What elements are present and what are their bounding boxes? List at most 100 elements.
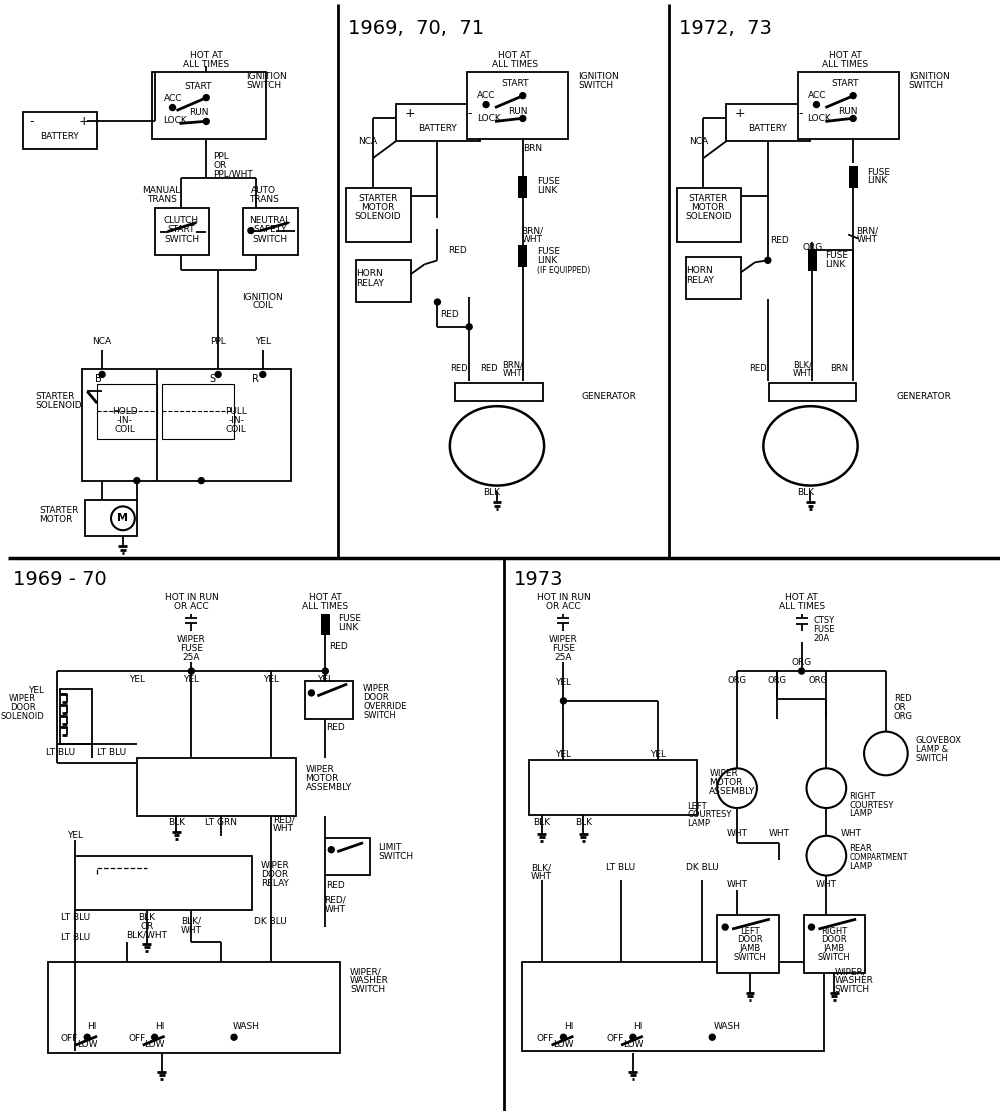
Text: HOLD: HOLD [112, 407, 138, 416]
Text: GENERATOR: GENERATOR [581, 391, 636, 400]
Text: HI: HI [87, 1021, 97, 1030]
Text: BRN: BRN [830, 363, 848, 374]
Text: S: S [209, 375, 215, 385]
Text: LT BLU: LT BLU [61, 913, 90, 922]
Text: START: START [501, 79, 529, 88]
Text: WHT: WHT [503, 369, 523, 378]
Text: -: - [468, 107, 472, 120]
Text: +: + [405, 107, 415, 120]
Circle shape [520, 93, 526, 98]
Text: OR: OR [213, 161, 226, 169]
Text: LINK: LINK [825, 260, 846, 269]
Text: RED: RED [894, 695, 911, 704]
Text: SOLENOID: SOLENOID [685, 212, 732, 221]
Text: OR ACC: OR ACC [546, 602, 581, 611]
Bar [321, 613, 330, 636]
Circle shape [260, 371, 266, 377]
Text: IGNITION: IGNITION [242, 292, 283, 301]
Text: WASH: WASH [232, 1021, 259, 1030]
Text: DOOR: DOOR [261, 870, 288, 879]
Text: WIPER: WIPER [261, 861, 290, 870]
Bar [849, 166, 858, 188]
Text: LOW: LOW [144, 1039, 165, 1049]
Text: LINK: LINK [867, 176, 887, 185]
Text: WIPER: WIPER [305, 765, 334, 774]
Circle shape [170, 105, 176, 110]
Text: START: START [185, 83, 212, 91]
Text: OR ACC: OR ACC [174, 602, 209, 611]
Text: WIPER: WIPER [177, 634, 206, 643]
Circle shape [809, 924, 814, 930]
Text: CTSY: CTSY [813, 615, 835, 626]
Text: MOTOR: MOTOR [692, 203, 725, 212]
Text: RELAY: RELAY [261, 879, 289, 888]
Text: SWITCH: SWITCH [578, 81, 613, 90]
Circle shape [203, 118, 209, 125]
Text: BRN/: BRN/ [522, 226, 544, 235]
Bar [804, 915, 865, 972]
Text: RIGHT: RIGHT [849, 792, 875, 801]
Text: RED: RED [440, 310, 459, 319]
Text: LAMP &: LAMP & [916, 745, 948, 754]
Bar [85, 501, 137, 536]
Text: YEL: YEL [263, 675, 279, 683]
Text: OR: OR [140, 922, 153, 931]
Circle shape [466, 323, 472, 330]
Text: LEFT: LEFT [740, 927, 760, 935]
Text: GENERATOR: GENERATOR [897, 391, 952, 400]
Text: WHT: WHT [181, 925, 202, 934]
Text: COIL: COIL [252, 301, 273, 310]
Text: SOLENOID: SOLENOID [1, 712, 45, 721]
Text: BRN: BRN [523, 144, 542, 153]
Text: JAMB: JAMB [739, 944, 761, 953]
Text: ORG: ORG [802, 243, 823, 252]
Text: ALL TIMES: ALL TIMES [302, 602, 348, 611]
Text: WHT: WHT [793, 369, 812, 378]
Text: YEL: YEL [183, 675, 199, 683]
Text: +: + [79, 115, 89, 128]
Text: LINK: LINK [537, 186, 557, 195]
Text: LIMIT: LIMIT [378, 843, 401, 852]
Text: WHT: WHT [727, 830, 748, 838]
Text: DOOR: DOOR [737, 935, 763, 944]
Text: WASH: WASH [714, 1021, 741, 1030]
Text: 1969,  70,  71: 1969, 70, 71 [348, 19, 484, 38]
Text: LAMP: LAMP [687, 820, 710, 828]
Circle shape [231, 1035, 237, 1040]
Circle shape [99, 371, 105, 377]
Bar [717, 915, 779, 972]
Text: SWITCH: SWITCH [909, 81, 944, 90]
Bar [48, 962, 340, 1053]
Text: LT BLU: LT BLU [97, 748, 127, 757]
Text: HOT IN RUN: HOT IN RUN [537, 593, 590, 602]
Text: LOW: LOW [623, 1039, 643, 1049]
Text: WHT: WHT [816, 880, 837, 889]
Text: FUSE: FUSE [338, 614, 361, 623]
Text: RED/: RED/ [324, 895, 346, 904]
Text: OFF: OFF [128, 1034, 145, 1043]
Circle shape [134, 477, 140, 484]
Text: -: - [798, 107, 803, 120]
Circle shape [198, 477, 204, 484]
Text: BATTERY: BATTERY [748, 124, 787, 133]
Text: (IF EQUIPPED): (IF EQUIPPED) [537, 265, 590, 274]
Text: RUN: RUN [508, 107, 528, 116]
Text: START: START [168, 225, 195, 234]
Text: NEUTRAL: NEUTRAL [249, 216, 290, 225]
Text: OR: OR [894, 704, 906, 712]
Text: ACC: ACC [477, 91, 496, 100]
Bar [152, 71, 266, 139]
Text: OFF: OFF [61, 1034, 78, 1043]
Text: PPL: PPL [210, 337, 226, 346]
Bar [243, 207, 298, 255]
Text: IGNITION: IGNITION [246, 72, 287, 81]
Text: HOT AT: HOT AT [190, 51, 223, 60]
Text: SWITCH: SWITCH [164, 235, 199, 244]
Bar [522, 962, 824, 1051]
Text: LT BLU: LT BLU [61, 932, 90, 941]
Text: TRANS: TRANS [249, 195, 279, 204]
Bar [518, 176, 527, 197]
Bar [137, 758, 296, 816]
Text: WIPER: WIPER [363, 685, 390, 694]
Text: LAMP: LAMP [849, 809, 872, 818]
